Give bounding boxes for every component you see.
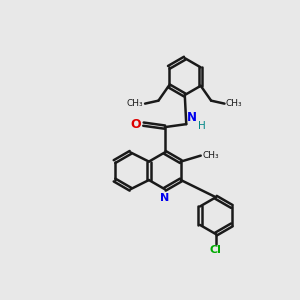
Text: O: O — [130, 118, 141, 130]
Text: N: N — [160, 193, 170, 203]
Text: Cl: Cl — [210, 245, 222, 255]
Text: CH₃: CH₃ — [226, 99, 243, 108]
Text: N: N — [187, 110, 197, 124]
Text: H: H — [198, 121, 205, 130]
Text: CH₃: CH₃ — [127, 99, 144, 108]
Text: CH₃: CH₃ — [202, 151, 219, 160]
